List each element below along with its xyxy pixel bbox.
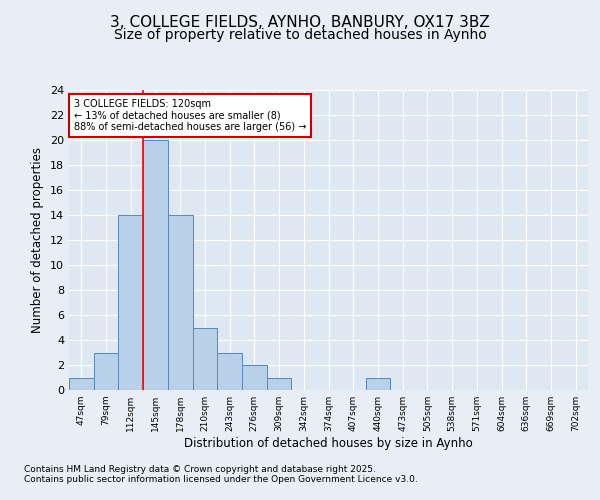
Bar (94, 352, 118, 390)
X-axis label: Distribution of detached houses by size in Aynho: Distribution of detached houses by size … (184, 437, 473, 450)
Y-axis label: Number of detached properties: Number of detached properties (31, 147, 44, 333)
Text: Size of property relative to detached houses in Aynho: Size of property relative to detached ho… (113, 28, 487, 42)
Text: Contains HM Land Registry data © Crown copyright and database right 2025.: Contains HM Land Registry data © Crown c… (24, 466, 376, 474)
Text: Contains public sector information licensed under the Open Government Licence v3: Contains public sector information licen… (24, 476, 418, 484)
Bar (168, 215, 193, 390)
Bar (143, 140, 168, 390)
Bar (365, 378, 390, 390)
Bar (217, 352, 242, 390)
Text: 3 COLLEGE FIELDS: 120sqm
← 13% of detached houses are smaller (8)
88% of semi-de: 3 COLLEGE FIELDS: 120sqm ← 13% of detach… (74, 99, 307, 132)
Text: 3, COLLEGE FIELDS, AYNHO, BANBURY, OX17 3BZ: 3, COLLEGE FIELDS, AYNHO, BANBURY, OX17 … (110, 15, 490, 30)
Bar (267, 378, 292, 390)
Bar (118, 215, 143, 390)
Bar (69, 378, 94, 390)
Bar (193, 328, 217, 390)
Bar (242, 365, 267, 390)
